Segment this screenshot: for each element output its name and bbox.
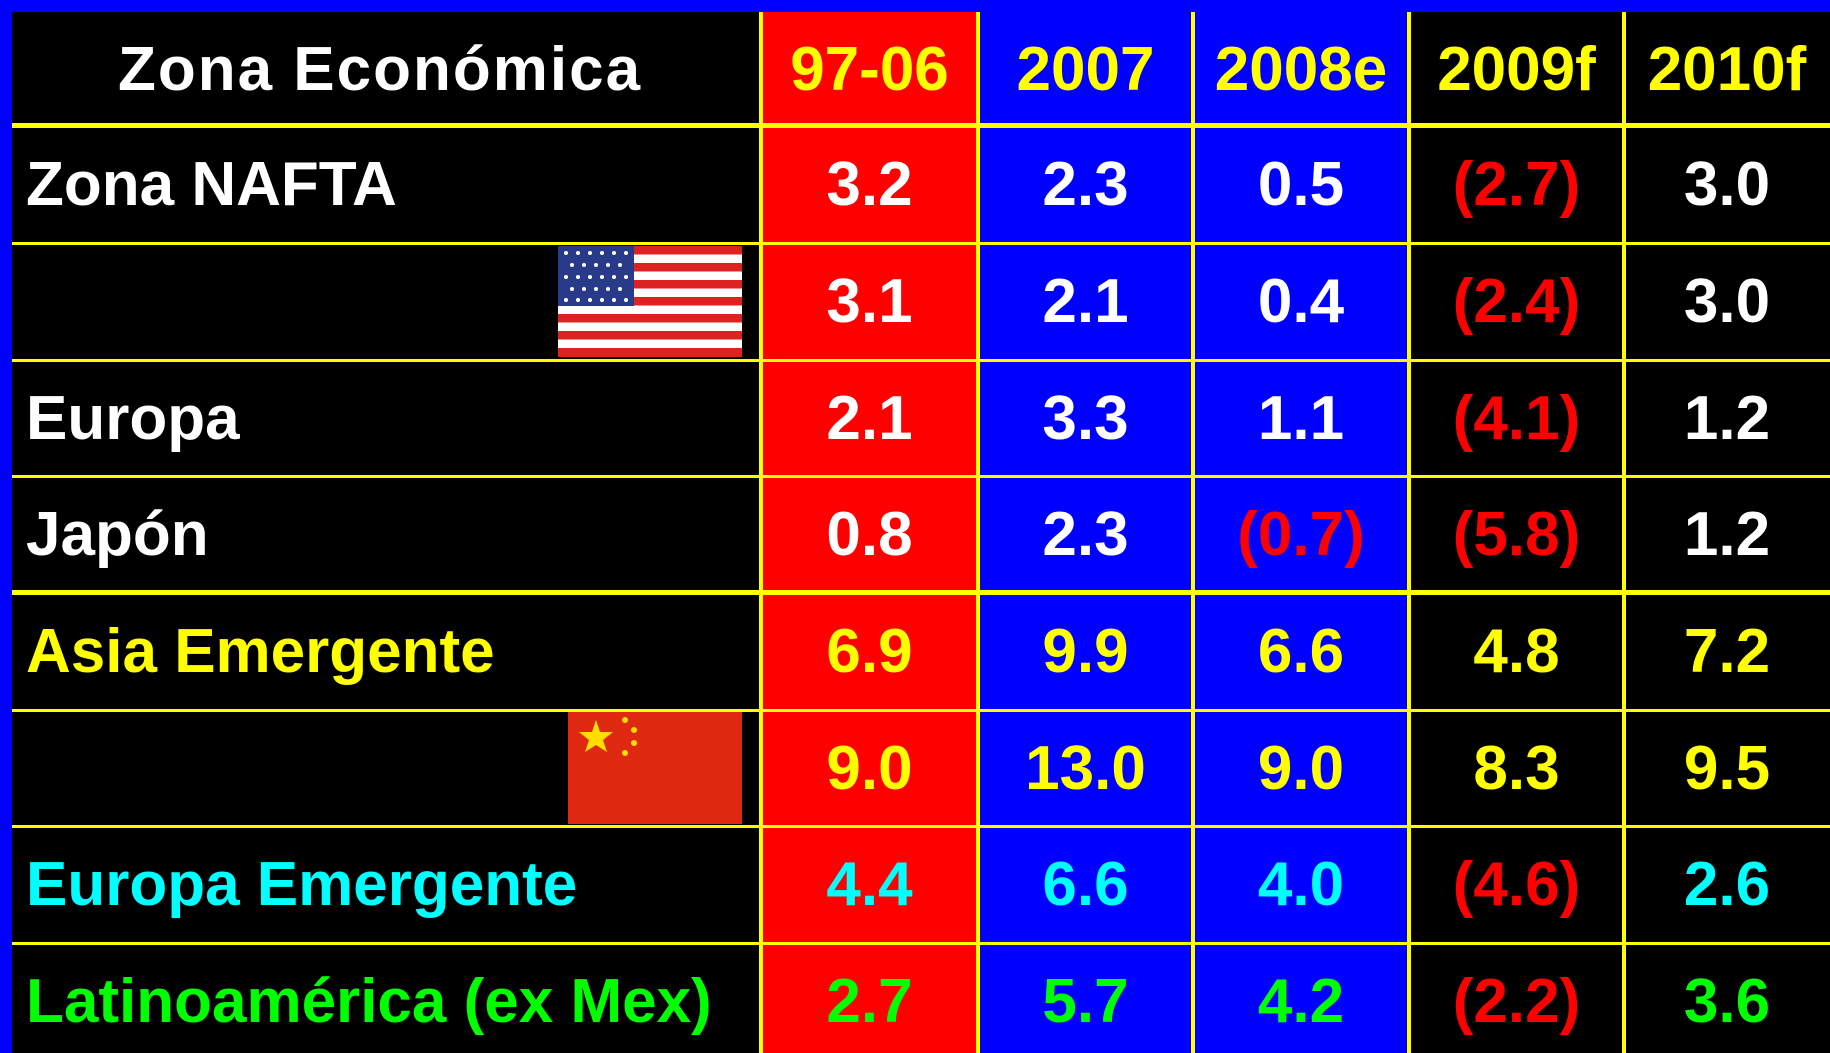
row-divider [12,942,1830,945]
value-cell: 1.2 [1683,383,1771,453]
column-background [978,12,1193,1053]
value-cell: 6.6 [1042,850,1129,919]
value-cell: 3.3 [1042,383,1129,453]
row-divider [12,709,1830,712]
value-cell: 7.2 [1683,617,1771,686]
value-cell: (0.7) [1237,500,1365,569]
us-flag [558,246,742,357]
value-cell: (2.4) [1452,267,1581,336]
value-cell: 4.8 [1473,617,1560,686]
value-cell: (4.1) [1452,383,1581,453]
row-divider [12,825,1830,828]
column-divider [1191,12,1195,1053]
china-flag [568,710,742,824]
row-label: Europa [26,383,240,453]
value-cell: 3.0 [1683,150,1771,219]
row-label: Japón [26,500,209,569]
row-divider [12,123,1830,128]
header-cell: 2007 [1016,34,1155,104]
value-cell: 9.5 [1683,733,1771,803]
value-cell: 1.2 [1683,500,1771,569]
value-cell: 4.2 [1257,967,1345,1036]
header-cell: 2010f [1647,34,1807,104]
value-cell: 4.4 [826,850,913,919]
value-cell: (5.8) [1452,500,1581,569]
header-cell: 2009f [1437,34,1596,104]
header-cell: 2008e [1214,34,1388,104]
value-cell: 3.6 [1683,967,1771,1036]
value-cell: 2.6 [1683,850,1771,919]
value-cell: 0.4 [1257,267,1345,336]
row-label: Asia Emergente [26,617,495,686]
value-cell: 6.9 [826,617,913,686]
header-cell: Zona Económica [117,34,643,104]
row-divider [12,475,1830,478]
value-cell: 5.7 [1042,967,1129,1036]
column-background [1193,12,1409,1053]
value-cell: (2.2) [1452,967,1581,1036]
value-cell: 13.0 [1025,733,1146,803]
value-cell: 3.2 [826,150,913,219]
value-cell: 2.1 [826,383,913,453]
value-cell: 2.3 [1042,150,1129,219]
value-cell: 1.1 [1257,383,1345,453]
value-cell: 0.5 [1257,150,1345,219]
value-cell: 0.8 [826,500,913,569]
value-cell: 6.6 [1257,617,1345,686]
value-cell: 9.0 [826,733,913,803]
row-label: Latinoamérica (ex Mex) [26,967,712,1036]
column-background [1624,12,1830,1053]
value-cell: (2.7) [1452,150,1581,219]
value-cell: 2.7 [826,967,913,1036]
value-cell: 2.1 [1042,267,1129,336]
column-divider [976,12,980,1053]
value-cell: 9.9 [1042,617,1129,686]
column-divider [759,12,763,1053]
value-cell: 9.0 [1257,733,1345,803]
row-divider [12,359,1830,362]
value-cell: 3.0 [1683,267,1771,336]
value-cell: 2.3 [1042,500,1129,569]
value-cell: (4.6) [1452,850,1581,919]
header-cell: 97-06 [790,34,949,104]
value-cell: 4.0 [1257,850,1345,919]
row-divider [12,590,1830,595]
value-cell: 3.1 [826,267,913,336]
row-divider [12,242,1830,245]
value-cell: 8.3 [1473,733,1560,803]
row-label: Europa Emergente [26,850,578,919]
row-label: Zona NAFTA [26,150,397,219]
column-background [761,12,978,1053]
column-background [1409,12,1624,1053]
column-divider [1622,12,1626,1053]
column-divider [1407,12,1411,1053]
